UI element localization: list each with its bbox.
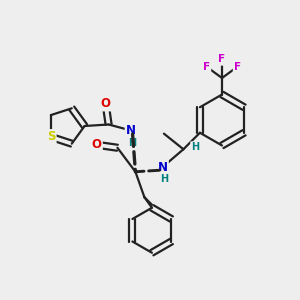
Text: N: N bbox=[158, 161, 167, 174]
Text: H: H bbox=[160, 174, 168, 184]
Text: F: F bbox=[203, 61, 210, 72]
Text: O: O bbox=[92, 138, 101, 151]
Text: H: H bbox=[191, 142, 199, 152]
Text: H: H bbox=[128, 137, 137, 148]
Text: S: S bbox=[47, 130, 55, 143]
Text: F: F bbox=[234, 61, 241, 72]
Text: F: F bbox=[218, 54, 226, 64]
Text: O: O bbox=[100, 97, 111, 110]
Text: N: N bbox=[126, 124, 136, 137]
